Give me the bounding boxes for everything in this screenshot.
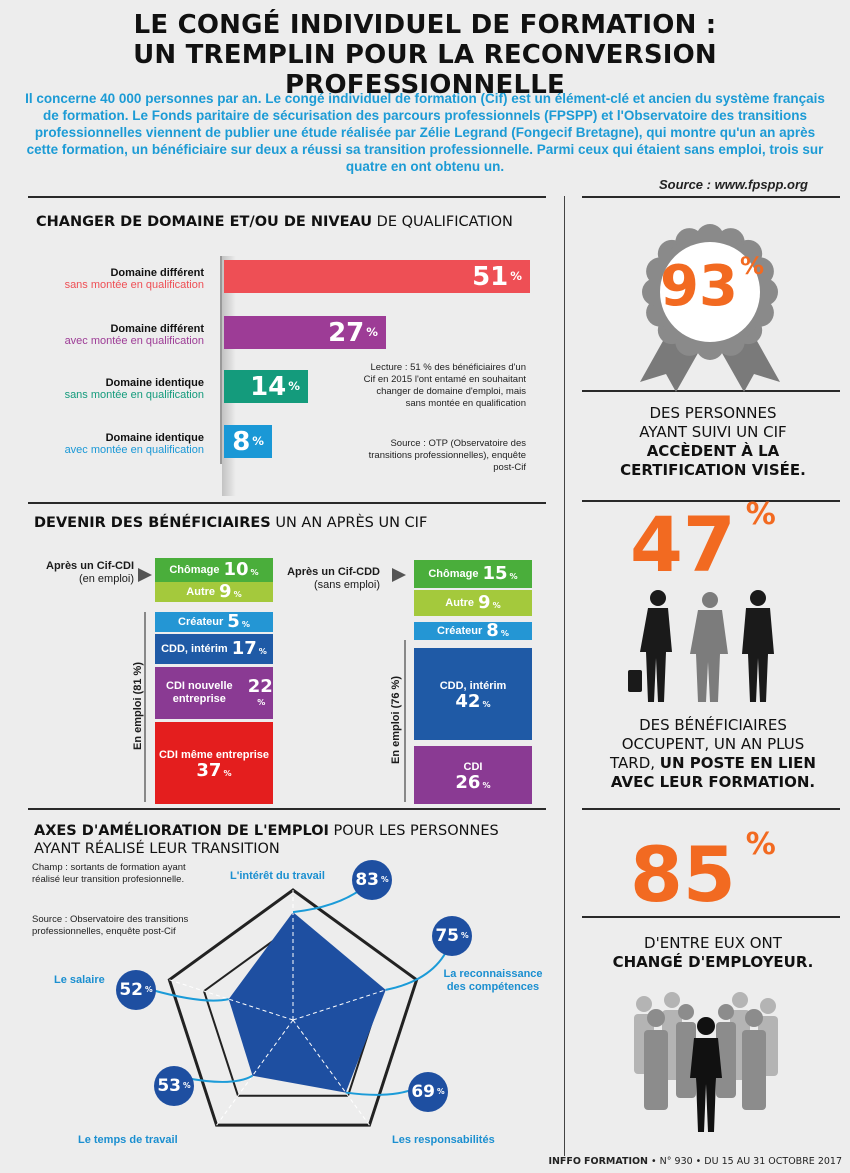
stat-85-value: 85% (630, 827, 776, 920)
section-title-axes: AXES D'AMÉLIORATION DE L'EMPLOI POUR LES… (34, 823, 499, 857)
footer: INFFO FORMATION • N° 930 • DU 15 AU 31 O… (548, 1156, 842, 1167)
left-cif-label: Après un Cif-CDI (en emploi) (46, 560, 134, 585)
radar-pointer (185, 1074, 254, 1083)
intro-paragraph: Il concerne 40 000 personnes par an. Le … (25, 91, 825, 174)
page-title: LE CONGÉ INDIVIDUEL DE FORMATION : UN TR… (0, 10, 850, 100)
reading-note: Lecture : 51 % des bénéficiaires d'un Ci… (363, 362, 526, 409)
bar: 14% (224, 370, 308, 403)
outcome-block: Chômage 15% (414, 560, 532, 588)
radar-area (228, 912, 386, 1093)
radar-bubble-interet: 83% (352, 860, 392, 900)
radar-label-interet: L'intérêt du travail (230, 870, 325, 882)
outcome-block: CDI même entreprise 37% (155, 722, 273, 804)
stat-47-text: DES BÉNÉFICIAIRES OCCUPENT, UN AN PLUS T… (610, 716, 816, 791)
section-title-devenir: DEVENIR DES BÉNÉFICIAIRES UN AN APRÈS UN… (34, 515, 428, 531)
title-line-1: LE CONGÉ INDIVIDUEL DE FORMATION : (133, 10, 717, 40)
title-line-2: UN TREMPLIN POUR LA RECONVERSION PROFESS… (133, 40, 717, 100)
outcome-block: Créateur 8% (414, 622, 532, 640)
travellers-silhouette-icon (628, 590, 774, 702)
divider (582, 390, 840, 392)
stat-85-text: D'ENTRE EUX ONT CHANGÉ D'EMPLOYEUR. (612, 934, 814, 971)
bar: 8% (224, 425, 272, 458)
rosette-icon (640, 224, 780, 392)
radar-label-temps: Le temps de travail (78, 1134, 178, 1146)
arrow-right-icon (138, 568, 152, 582)
radar-bubble-responsabilites: 69% (408, 1072, 448, 1112)
divider (582, 808, 840, 810)
outcome-block: Autre 9% (414, 590, 532, 616)
radar-label-reconnaissance: La reconnaissance des compétences (443, 968, 543, 993)
divider (582, 500, 840, 502)
radar-ring (167, 888, 419, 1127)
divider (582, 196, 840, 198)
bar: 51% (224, 260, 530, 293)
champ-note: Champ : sortants de formation ayant réal… (32, 862, 186, 885)
arrow-right-icon (392, 568, 406, 582)
outcome-block: CDI 26% (414, 746, 532, 804)
radar-bubble-temps: 53% (154, 1066, 194, 1106)
employed-bracket (404, 640, 406, 802)
bar-label: Domaine différent avec montée en qualific… (64, 323, 204, 347)
employed-bracket (144, 612, 146, 802)
radar-axis (292, 1019, 370, 1126)
outcome-block: Chômage 10% (155, 558, 273, 582)
outcome-block: CDI nouvelle entreprise 22% (155, 667, 273, 719)
bar-label: Domaine identique sans montée en qualific… (64, 377, 204, 401)
column-divider (564, 196, 565, 1156)
bar-label: Domaine identique avec montée en qualific… (64, 432, 204, 456)
radar-pointer (151, 989, 229, 1002)
radar-label-responsabilites: Les responsabilités (392, 1134, 495, 1146)
section-title-domaine: CHANGER DE DOMAINE ET/OU DE NIVEAU DE QU… (36, 214, 513, 230)
radar-pointer (385, 951, 447, 991)
source-note: Source : OTP (Observatoire des transitio… (368, 438, 526, 473)
bar: 27% (224, 316, 386, 349)
radar-source-note: Source : Observatoire des transitions pr… (32, 914, 189, 937)
outcome-block: CDD, intérim 42% (414, 648, 532, 740)
bar-label: Domaine différent sans montée en qualific… (64, 267, 204, 291)
bar-axis (220, 256, 222, 464)
outcome-block: Créateur 5% (155, 612, 273, 632)
divider (28, 502, 546, 504)
radar-bubble-reconnaissance: 75% (432, 916, 472, 956)
right-cif-label: Après un Cif-CDD (sans emploi) (287, 566, 380, 591)
divider (28, 808, 546, 810)
crowd-silhouette-icon (634, 992, 778, 1132)
radar-bubble-salaire: 52% (116, 970, 156, 1010)
stat-93-value: 93% (660, 252, 764, 319)
source-link: Source : www.fpspp.org (658, 177, 808, 192)
outcome-block: CDD, intérim 17% (155, 634, 273, 664)
outcome-block: Autre 9% (155, 582, 273, 602)
radar-label-salaire: Le salaire (54, 974, 105, 986)
divider (582, 916, 840, 918)
divider (28, 196, 546, 198)
stat-47-value: 47% (630, 497, 776, 590)
stat-93-text: DES PERSONNES AYANT SUIVI UN CIF ACCÈDEN… (620, 404, 806, 479)
radar-axis (169, 979, 294, 1021)
radar-axis (216, 1019, 294, 1126)
